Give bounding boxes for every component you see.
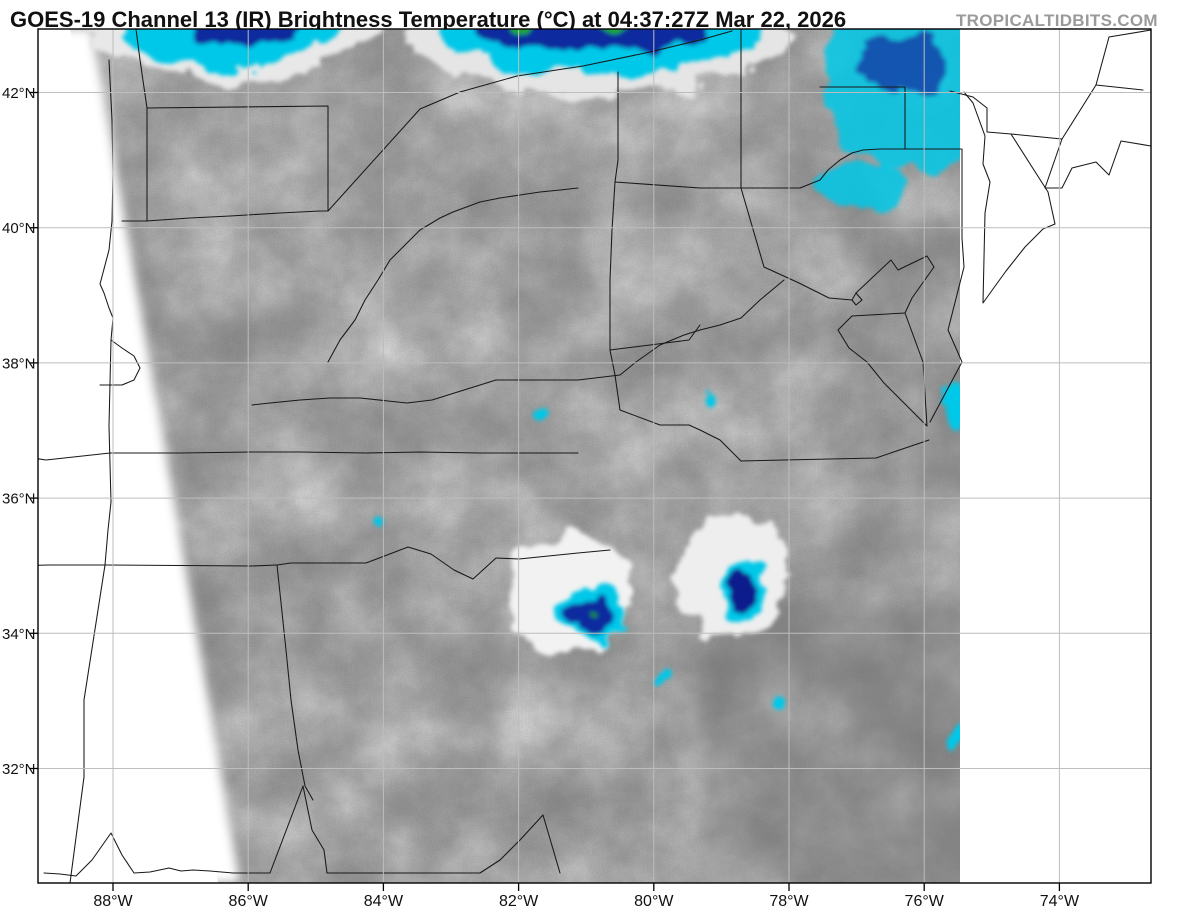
svg-text:36°N: 36°N [2, 491, 36, 508]
svg-text:32°N: 32°N [2, 761, 36, 778]
svg-text:38°N: 38°N [2, 355, 36, 372]
svg-text:84°W: 84°W [364, 893, 404, 906]
svg-text:34°N: 34°N [2, 626, 36, 643]
svg-text:82°W: 82°W [499, 893, 539, 906]
svg-text:78°W: 78°W [769, 893, 809, 906]
svg-text:42°N: 42°N [2, 85, 36, 102]
svg-text:76°W: 76°W [905, 893, 945, 906]
svg-text:88°W: 88°W [93, 893, 133, 906]
svg-text:80°W: 80°W [634, 893, 674, 906]
svg-text:74°W: 74°W [1040, 893, 1080, 906]
svg-text:40°N: 40°N [2, 220, 36, 237]
svg-text:86°W: 86°W [229, 893, 269, 906]
